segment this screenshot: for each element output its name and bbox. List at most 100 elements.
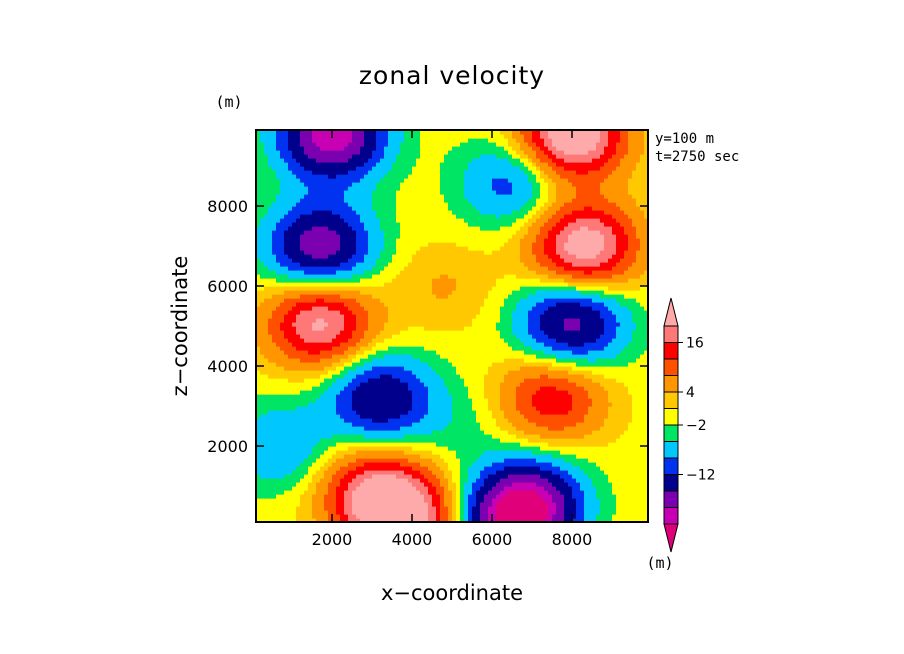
field-cell: [388, 390, 393, 395]
field-cell: [364, 154, 369, 159]
field-cell: [296, 162, 301, 167]
field-cell: [300, 370, 305, 375]
field-cell: [432, 226, 437, 231]
field-cell: [344, 290, 349, 295]
field-cell: [392, 346, 397, 351]
field-cell: [432, 242, 437, 247]
field-cell: [456, 326, 461, 331]
field-cell: [436, 198, 441, 203]
field-cell: [408, 166, 413, 171]
field-cell: [412, 274, 417, 279]
field-cell: [372, 438, 377, 443]
field-cell: [304, 334, 309, 339]
field-cell: [264, 514, 269, 519]
field-cell: [292, 310, 297, 315]
field-cell: [420, 354, 425, 359]
field-cell: [296, 150, 301, 155]
field-cell: [388, 518, 393, 522]
field-cell: [360, 158, 365, 163]
field-cell: [364, 174, 369, 179]
field-cell: [296, 258, 301, 263]
field-cell: [292, 442, 297, 447]
field-cell: [256, 510, 261, 515]
field-cell: [264, 202, 269, 207]
field-cell: [292, 130, 297, 135]
field-cell: [284, 482, 289, 487]
field-cell: [284, 306, 289, 311]
field-cell: [288, 322, 293, 327]
field-cell: [328, 490, 333, 495]
field-cell: [380, 386, 385, 391]
field-cell: [356, 286, 361, 291]
field-cell: [392, 254, 397, 259]
field-cell: [304, 246, 309, 251]
field-cell: [456, 406, 461, 411]
field-cell: [420, 254, 425, 259]
field-cell: [436, 162, 441, 167]
field-cell: [304, 218, 309, 223]
field-cell: [312, 246, 317, 251]
field-cell: [428, 362, 433, 367]
field-cell: [284, 238, 289, 243]
field-cell: [360, 398, 365, 403]
field-cell: [396, 298, 401, 303]
field-cell: [424, 402, 429, 407]
field-cell: [444, 502, 449, 507]
field-cell: [300, 154, 305, 159]
field-cell: [412, 234, 417, 239]
field-cell: [420, 434, 425, 439]
field-cell: [300, 218, 305, 223]
field-cell: [356, 290, 361, 295]
field-cell: [256, 206, 261, 211]
field-cell: [360, 482, 365, 487]
field-cell: [380, 426, 385, 431]
field-cell: [388, 418, 393, 423]
field-cell: [396, 362, 401, 367]
field-cell: [340, 462, 345, 467]
field-cell: [344, 266, 349, 271]
field-cell: [440, 214, 445, 219]
field-cell: [300, 150, 305, 155]
field-cell: [396, 202, 401, 207]
field-cell: [364, 462, 369, 467]
field-cell: [304, 254, 309, 259]
field-cell: [360, 350, 365, 355]
field-cell: [264, 190, 269, 195]
field-cell: [408, 502, 413, 507]
field-cell: [380, 210, 385, 215]
field-cell: [256, 294, 261, 299]
field-cell: [368, 490, 373, 495]
field-cell: [292, 490, 297, 495]
field-cell: [352, 370, 357, 375]
field-cell: [332, 262, 337, 267]
field-cell: [312, 374, 317, 379]
field-cell: [456, 330, 461, 335]
field-cell: [256, 506, 261, 511]
field-cell: [324, 462, 329, 467]
field-cell: [288, 206, 293, 211]
field-cell: [272, 198, 277, 203]
field-cell: [452, 158, 457, 163]
field-cell: [272, 142, 277, 147]
field-cell: [268, 238, 273, 243]
field-cell: [316, 146, 321, 151]
field-cell: [316, 438, 321, 443]
field-cell: [280, 454, 285, 459]
field-cell: [388, 450, 393, 455]
field-cell: [448, 518, 453, 522]
field-cell: [388, 226, 393, 231]
field-cell: [280, 278, 285, 283]
field-cell: [332, 322, 337, 327]
field-cell: [316, 450, 321, 455]
field-cell: [364, 206, 369, 211]
field-cell: [280, 358, 285, 363]
field-cell: [416, 446, 421, 451]
field-cell: [444, 130, 449, 135]
field-cell: [276, 438, 281, 443]
field-cell: [268, 518, 273, 522]
field-cell: [448, 510, 453, 515]
field-cell: [360, 310, 365, 315]
field-cell: [372, 190, 377, 195]
field-cell: [364, 262, 369, 267]
field-cell: [384, 450, 389, 455]
